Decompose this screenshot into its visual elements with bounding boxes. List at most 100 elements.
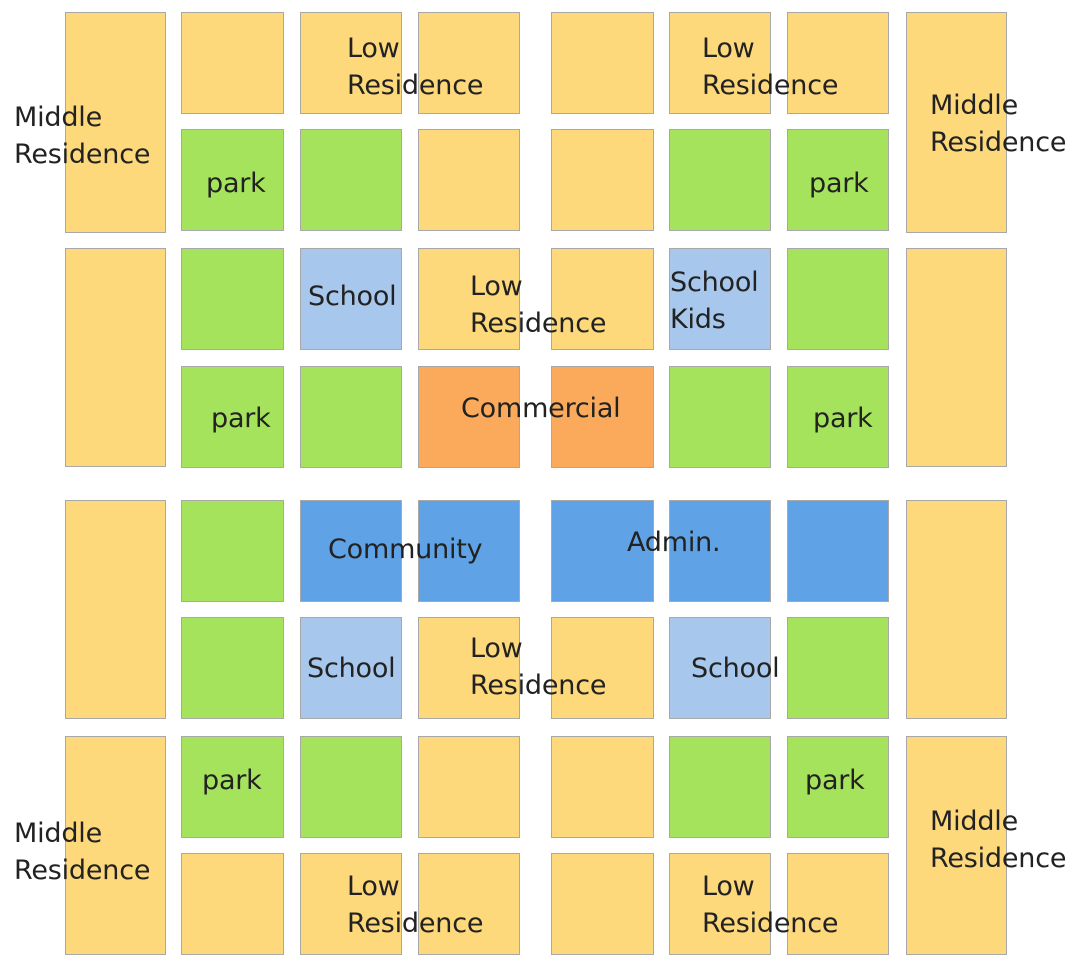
- mid-res-top-right-label: Middle Residence: [930, 87, 1066, 161]
- middle-residence-block-left-4: [65, 736, 166, 955]
- park-r7-left-label: park: [202, 762, 262, 799]
- label-line: park: [206, 168, 266, 199]
- park-block: [181, 736, 284, 838]
- park-r2-right-label: park: [809, 165, 869, 202]
- low-res-bottom-left-label: Low Residence: [347, 868, 483, 942]
- low-residence-block: [551, 248, 654, 350]
- low-residence-block: [669, 853, 771, 955]
- low-residence-block: [551, 617, 654, 719]
- middle-residence-block-right-4: [906, 736, 1007, 955]
- school-block: [669, 248, 771, 350]
- label-line: Residence: [702, 70, 839, 101]
- label-line: park: [813, 403, 873, 434]
- park-r4-left-label: park: [211, 400, 271, 437]
- park-block: [787, 366, 889, 468]
- school-block: [300, 248, 402, 350]
- park-block: [787, 736, 889, 838]
- label-line: Low: [347, 871, 400, 902]
- middle-residence-block-left-1: [65, 12, 166, 233]
- park-r4-right-label: park: [813, 400, 873, 437]
- label-line: Residence: [930, 843, 1067, 874]
- park-block: [669, 736, 771, 838]
- low-residence-block: [418, 853, 520, 955]
- community-block: [418, 500, 520, 602]
- label-line: Community: [328, 534, 483, 565]
- low-res-center-lower-label: Low Residence: [470, 630, 606, 704]
- commercial-label: Commercial: [461, 390, 621, 427]
- label-line: Residence: [14, 139, 151, 170]
- school-mid-left-label: School: [308, 278, 397, 315]
- community-block: [181, 500, 284, 602]
- low-res-top-right-label: Low Residence: [702, 30, 838, 104]
- label-line: Low: [702, 33, 755, 64]
- label-line: Commercial: [461, 393, 621, 424]
- park-block: [787, 248, 889, 350]
- label-line: Kids: [670, 304, 726, 335]
- park-block: [669, 129, 771, 231]
- label-line: Residence: [347, 70, 484, 101]
- label-line: Middle: [930, 90, 1018, 121]
- park-block: [181, 248, 284, 350]
- middle-residence-block-left-3: [65, 500, 166, 719]
- label-line: Low: [470, 271, 523, 302]
- low-residence-block: [787, 12, 889, 114]
- label-line: Admin.: [627, 527, 721, 558]
- label-line: Residence: [347, 908, 484, 939]
- label-line: Residence: [470, 308, 607, 339]
- park-block: [181, 617, 284, 719]
- community-label: Community: [328, 531, 483, 568]
- school-block: [300, 617, 402, 719]
- mid-res-top-left-label: Middle Residence: [14, 99, 150, 173]
- label-line: park: [809, 168, 869, 199]
- park-r2-left-label: park: [206, 165, 266, 202]
- low-res-top-left-label: Low Residence: [347, 30, 483, 104]
- park-block: [669, 366, 771, 468]
- low-residence-block: [181, 12, 284, 114]
- school-lower-right-label: School: [691, 650, 780, 687]
- label-line: School: [691, 653, 780, 684]
- admin-block: [551, 500, 654, 602]
- label-line: Residence: [930, 127, 1067, 158]
- park-block: [300, 366, 402, 468]
- low-residence-block: [787, 853, 889, 955]
- low-residence-block: [300, 12, 402, 114]
- admin-block: [669, 500, 771, 602]
- label-line: Low: [347, 33, 400, 64]
- low-residence-block: [551, 853, 654, 955]
- school-kids-label: School Kids: [670, 264, 759, 338]
- label-line: School: [670, 267, 759, 298]
- low-res-center-upper-label: Low Residence: [470, 268, 606, 342]
- park-block: [181, 129, 284, 231]
- park-r7-right-label: park: [805, 762, 865, 799]
- label-line: park: [202, 765, 262, 796]
- label-line: Residence: [702, 908, 839, 939]
- low-residence-block: [418, 617, 520, 719]
- low-residence-block: [418, 12, 520, 114]
- community-block: [300, 500, 402, 602]
- label-line: Low: [702, 871, 755, 902]
- low-residence-block: [551, 129, 654, 231]
- label-line: Low: [470, 633, 523, 664]
- commercial-block: [418, 366, 520, 468]
- admin-label: Admin.: [627, 524, 721, 561]
- label-line: Residence: [14, 855, 151, 886]
- low-res-bottom-right-label: Low Residence: [702, 868, 838, 942]
- park-block: [300, 129, 402, 231]
- label-line: School: [308, 281, 397, 312]
- middle-residence-block-right-1: [906, 12, 1007, 233]
- park-block: [181, 366, 284, 468]
- low-residence-block: [669, 12, 771, 114]
- school-lower-left-label: School: [307, 650, 396, 687]
- low-residence-block: [418, 129, 520, 231]
- mid-res-bottom-left-label: Middle Residence: [14, 815, 150, 889]
- label-line: park: [211, 403, 271, 434]
- low-residence-block: [418, 248, 520, 350]
- middle-residence-block-right-3: [906, 500, 1007, 719]
- middle-residence-block-right-2: [906, 248, 1007, 467]
- park-block: [300, 736, 402, 838]
- label-line: School: [307, 653, 396, 684]
- label-line: Middle: [14, 818, 102, 849]
- school-block: [669, 617, 771, 719]
- commercial-block: [551, 366, 654, 468]
